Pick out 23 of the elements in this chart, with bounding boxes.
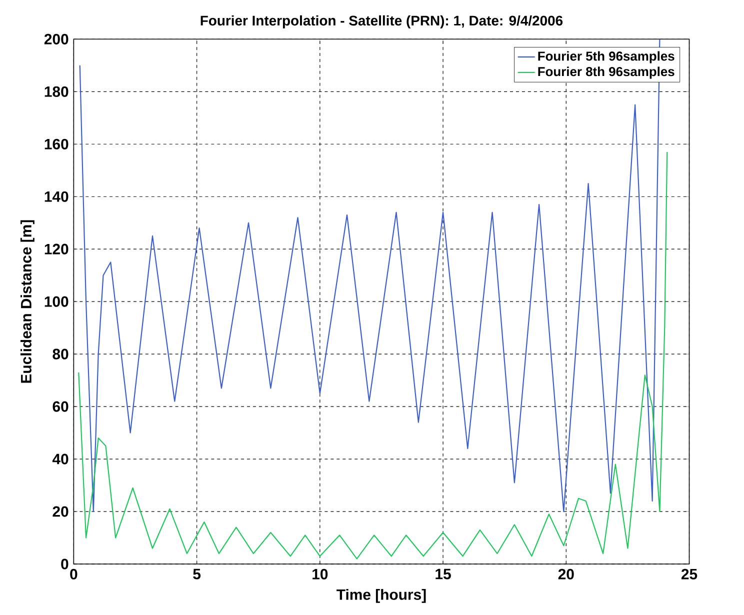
legend-label: Fourier 8th 96samples	[538, 66, 674, 79]
y-tick-label: 180	[44, 86, 68, 97]
x-tick-label: 0	[70, 568, 78, 580]
legend-label: Fourier 5th 96samples	[538, 51, 674, 64]
x-tick-label: 15	[436, 568, 451, 580]
y-tick-label: 60	[52, 401, 68, 412]
y-tick-label: 120	[44, 244, 68, 254]
y-tick-label: 140	[44, 191, 68, 202]
x-axis-title: Time [hours]	[336, 588, 426, 603]
x-tick-label: 25	[681, 568, 698, 580]
x-tick-label: 10	[312, 568, 328, 580]
y-tick-label: 0	[61, 558, 68, 570]
y-axis-title: Euclidean Distance [m]	[20, 220, 34, 383]
y-tick-label: 40	[52, 454, 68, 464]
line-series	[78, 151, 668, 560]
x-tick-label: 5	[193, 568, 201, 580]
chart-title: Fourier Interpolation - Satellite (PRN): 1, Date: 9/4/2006	[200, 15, 563, 28]
y-tick-label: 200	[44, 34, 68, 44]
y-tick-label: 100	[44, 296, 68, 307]
y-tick-label: 20	[52, 506, 68, 517]
y-tick-label: 160	[44, 138, 68, 150]
y-tick-label: 80	[52, 348, 68, 360]
x-tick-label: 20	[558, 568, 574, 580]
